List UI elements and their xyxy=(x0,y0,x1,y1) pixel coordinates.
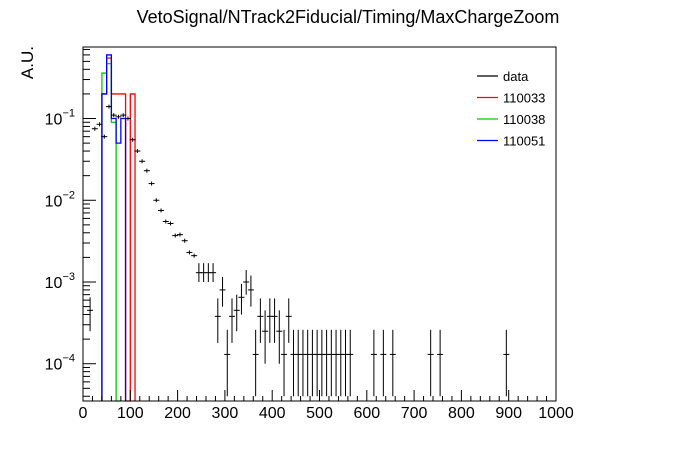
plot-frame xyxy=(82,46,557,402)
data-point xyxy=(167,221,174,226)
data-point xyxy=(252,329,259,397)
x-axis: 0 100 200 300 400 500 600 700 800 900 1000 xyxy=(79,390,574,422)
data-point xyxy=(181,238,188,243)
data-point xyxy=(134,149,141,154)
legend-entry: 110051 xyxy=(477,134,545,149)
data-point xyxy=(247,275,254,307)
data-point xyxy=(337,329,344,397)
data-point xyxy=(115,114,122,119)
x-tick-label: 1000 xyxy=(538,405,574,422)
data-point xyxy=(266,298,273,343)
data-point xyxy=(101,134,108,139)
data-point xyxy=(158,208,165,213)
chart-title: VetoSignal/NTrack2Fiducial/Timing/MaxCha… xyxy=(137,7,560,27)
data-point xyxy=(299,329,306,397)
data-point xyxy=(271,298,278,343)
legend-entry: data xyxy=(477,69,529,84)
data-point xyxy=(186,250,193,255)
data-point xyxy=(427,329,434,397)
legend-entry: 110038 xyxy=(477,112,545,127)
y-tick-label: 10−4 xyxy=(45,353,75,374)
legend-label: data xyxy=(503,69,529,84)
data-point xyxy=(224,329,231,397)
x-tick-label: 700 xyxy=(401,405,428,422)
data-point xyxy=(153,198,160,203)
x-tick-label: 900 xyxy=(495,405,522,422)
data-point xyxy=(214,298,221,343)
x-tick-label: 200 xyxy=(164,405,191,422)
data-point xyxy=(389,329,396,397)
data-point xyxy=(380,329,387,397)
data-point xyxy=(257,298,264,343)
data-point xyxy=(314,329,321,397)
data-point xyxy=(148,181,155,186)
x-tick-label: 300 xyxy=(212,405,239,422)
x-tick-label: 100 xyxy=(117,405,144,422)
data-point xyxy=(304,329,311,397)
legend-label: 110051 xyxy=(503,134,545,149)
y-tick-label: 10−3 xyxy=(45,271,75,292)
data-point xyxy=(87,297,94,332)
data-point xyxy=(91,126,98,131)
data-point xyxy=(238,283,245,315)
data-point xyxy=(347,329,354,397)
data-point xyxy=(129,137,136,142)
data-point xyxy=(210,263,217,282)
data-point xyxy=(290,329,297,397)
x-tick-label: 0 xyxy=(79,405,88,422)
data-point xyxy=(139,159,146,164)
data-point xyxy=(309,329,316,397)
data-point xyxy=(143,168,150,173)
y-axis: 10−1 10−2 10−3 10−4 xyxy=(45,48,96,397)
y-tick-label: 10−1 xyxy=(45,108,75,129)
y-tick-label: 10−2 xyxy=(45,189,75,210)
data-point xyxy=(262,310,269,364)
data-point xyxy=(323,329,330,397)
data-point xyxy=(333,329,340,397)
data-point xyxy=(110,113,117,118)
x-tick-label: 400 xyxy=(259,405,286,422)
x-tick-label: 800 xyxy=(448,405,475,422)
data-point xyxy=(295,329,302,397)
data-point xyxy=(285,298,292,343)
legend-entry: 110033 xyxy=(477,91,545,106)
data-points xyxy=(87,104,510,397)
data-point xyxy=(191,253,198,258)
data-point xyxy=(370,329,377,397)
data-point xyxy=(228,298,235,343)
data-point xyxy=(124,116,131,121)
data-point xyxy=(96,122,103,127)
data-point xyxy=(276,310,283,364)
series-line-110051 xyxy=(101,54,127,401)
legend-label: 110033 xyxy=(503,91,545,106)
series-layer xyxy=(101,54,136,402)
y-axis-label: A.U. xyxy=(18,46,37,79)
data-point xyxy=(318,329,325,397)
data-point xyxy=(342,329,349,397)
data-point xyxy=(219,277,226,307)
legend: data 110033 110038 110051 xyxy=(477,69,545,149)
x-tick-label: 500 xyxy=(306,405,333,422)
legend-label: 110038 xyxy=(503,112,545,127)
data-point xyxy=(176,232,183,237)
data-point xyxy=(162,219,169,224)
data-point xyxy=(503,329,510,397)
data-point xyxy=(281,329,288,397)
data-point xyxy=(328,329,335,397)
series-line-110033 xyxy=(101,57,136,402)
data-point xyxy=(106,104,113,109)
data-point xyxy=(233,294,240,332)
x-tick-label: 600 xyxy=(353,405,380,422)
data-point xyxy=(437,329,444,397)
data-point xyxy=(243,270,250,295)
data-point xyxy=(172,233,179,238)
data-point xyxy=(120,113,127,118)
